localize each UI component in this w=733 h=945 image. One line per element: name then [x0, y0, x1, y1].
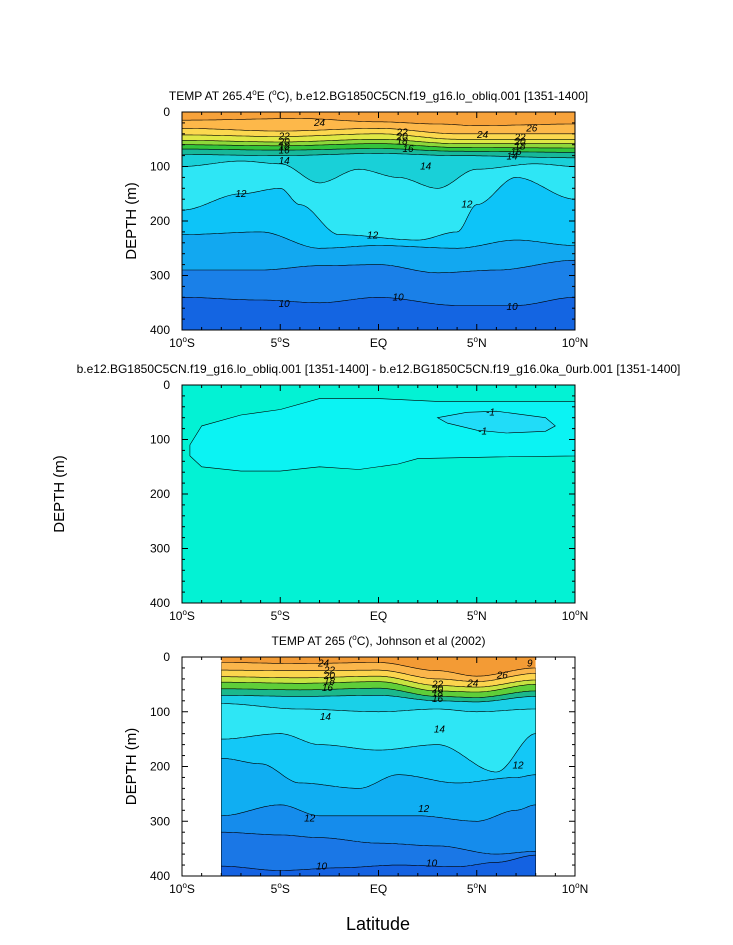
x-tick-label: 5oN — [467, 608, 487, 623]
contour-label: 12 — [512, 760, 524, 771]
contour-label: 10 — [316, 862, 328, 873]
contour-label: 22 — [396, 128, 409, 139]
contour-label: 10 — [393, 292, 405, 303]
contour-label: 18 — [514, 141, 526, 152]
y-tick-label: 300 — [150, 542, 170, 556]
x-tick-label: 5oS — [271, 335, 290, 350]
contour-label: 9 — [527, 659, 533, 670]
panel-title: TEMP AT 265 (oC), Johnson et al (2002) — [272, 633, 486, 648]
contour-band — [221, 831, 536, 876]
y-tick-label: 400 — [150, 596, 170, 610]
contour-label: -1 — [478, 426, 487, 437]
contour-label: 18 — [397, 136, 409, 147]
contour-label: 24 — [476, 130, 489, 141]
y-tick-label: 200 — [150, 214, 170, 228]
contour-label: 20 — [396, 132, 409, 143]
panel-2: -1 -1 10oS 5oS EQ 5oN 10oN 0 100 200 300 400 DEPTH (… — [51, 362, 680, 623]
y-axis-label: DEPTH (m) — [123, 728, 140, 806]
x-tick-label: 5oS — [271, 881, 290, 896]
contour-band — [182, 297, 575, 330]
y-tick-label: 300 — [150, 269, 170, 283]
contour-label: 12 — [418, 804, 430, 815]
contour-label: 22 — [278, 132, 291, 143]
contour-label: 12 — [367, 231, 379, 242]
contour-label: 20 — [323, 671, 336, 682]
contour-label: 14 — [279, 156, 291, 167]
y-axis-label: DEPTH (m) — [123, 182, 140, 260]
panel-title: TEMP AT 265.4oE (oC), b.e12.BG1850C5CN.f… — [169, 88, 588, 103]
x-tick-label: 10oN — [562, 608, 588, 623]
contour-label: 20 — [431, 684, 444, 695]
contour-field — [182, 112, 575, 330]
y-axis-label: DEPTH (m) — [51, 455, 68, 533]
y-tick-label: 0 — [163, 378, 170, 392]
contour-label: 24 — [466, 678, 479, 689]
contour-label: 14 — [507, 152, 519, 163]
x-tick-label: 10oN — [562, 881, 588, 896]
contour-label: 18 — [324, 677, 336, 688]
contour-label: 26 — [496, 671, 509, 682]
contour-label: 18 — [279, 141, 291, 152]
contour-band — [221, 854, 536, 876]
contour-label: 10 — [426, 858, 438, 869]
contour-label: 14 — [320, 712, 332, 723]
panel-1: 2422201816142220181614242622201816141212… — [123, 88, 588, 350]
y-tick-label: 300 — [150, 814, 170, 828]
contour-label: 16 — [510, 147, 522, 158]
y-tick-label: 0 — [163, 650, 170, 664]
contour-label: 26 — [525, 123, 538, 134]
contour-label: 12 — [304, 814, 316, 825]
x-tick-label: 10oN — [562, 335, 588, 350]
contour-label: 20 — [278, 137, 291, 148]
contour-field — [221, 657, 536, 876]
x-tick-label: EQ — [370, 609, 387, 623]
x-tick-label: EQ — [370, 336, 387, 350]
contour-label: 20 — [513, 137, 526, 148]
contour-band — [436, 410, 556, 434]
contour-label: 12 — [235, 189, 247, 200]
x-tick-label: 5oN — [467, 881, 487, 896]
x-tick-label: 10oS — [169, 881, 195, 896]
panels: 2422201816142220181614242622201816141212… — [51, 88, 680, 896]
contour-label: 16 — [402, 144, 414, 155]
y-tick-label: 400 — [150, 869, 170, 883]
panel-title: b.e12.BG1850C5CN.f19_g16.lo_obliq.001 [1… — [77, 362, 681, 376]
y-tick-label: 100 — [150, 160, 170, 174]
contour-label: 18 — [432, 689, 444, 700]
y-tick-label: 100 — [150, 433, 170, 447]
contour-label: 16 — [432, 694, 444, 705]
x-tick-label: 10oS — [169, 335, 195, 350]
y-tick-label: 400 — [150, 323, 170, 337]
contour-label: 16 — [279, 146, 291, 157]
contour-label: 14 — [434, 724, 446, 735]
contour-label: 24 — [313, 118, 326, 129]
contour-label: -1 — [486, 407, 495, 418]
x-tick-label: EQ — [370, 882, 387, 896]
contour-label: 22 — [513, 133, 526, 144]
contour-label: 22 — [431, 679, 444, 690]
contour-label: 14 — [420, 162, 432, 173]
x-tick-label: 10oS — [169, 608, 195, 623]
x-tick-label: 5oN — [467, 335, 487, 350]
contour-label: 16 — [322, 683, 334, 694]
contour-label: 10 — [507, 302, 519, 313]
contour-label: 24 — [317, 659, 330, 670]
x-axis-label: Latitude — [346, 914, 410, 934]
contour-field — [182, 385, 575, 603]
x-tick-label: 5oS — [271, 608, 290, 623]
y-tick-label: 100 — [150, 705, 170, 719]
contour-label: 22 — [323, 666, 336, 677]
y-tick-label: 200 — [150, 487, 170, 501]
contour-label: 10 — [279, 299, 291, 310]
y-tick-label: 200 — [150, 760, 170, 774]
contour-label: 12 — [461, 200, 473, 211]
y-tick-label: 0 — [163, 105, 170, 119]
